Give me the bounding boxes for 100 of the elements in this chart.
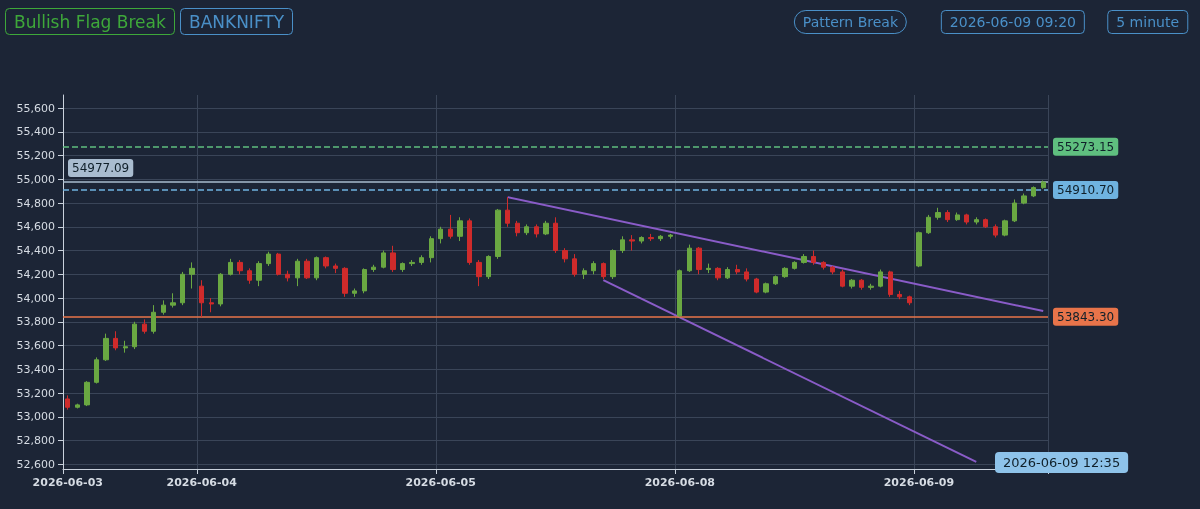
ref-line-label: 55273.15 <box>1057 139 1115 154</box>
candlestick <box>448 214 453 240</box>
candlestick <box>582 267 587 280</box>
candlestick <box>534 223 539 238</box>
candlestick <box>75 403 80 409</box>
candlestick <box>926 214 931 235</box>
candlestick <box>390 245 396 273</box>
candlestick <box>457 216 463 242</box>
candlestick <box>792 260 797 271</box>
candlestick <box>849 278 855 290</box>
candlestick <box>735 264 740 275</box>
candlestick <box>362 267 367 294</box>
candlestick <box>132 321 137 350</box>
candlestick <box>113 330 118 351</box>
candlestick <box>974 216 979 225</box>
candlestick <box>562 247 568 263</box>
candlestick <box>821 260 826 271</box>
candlestick <box>419 254 424 266</box>
candlestick <box>314 255 319 281</box>
candlestick <box>524 223 529 236</box>
candlestick <box>228 258 233 276</box>
y-tick-label: 53,000 <box>16 410 55 424</box>
candlestick <box>333 263 338 274</box>
candlestick <box>237 259 243 275</box>
candlestick <box>801 253 807 265</box>
y-tick-label: 53,200 <box>16 386 55 400</box>
candlestick <box>352 288 357 298</box>
candlestick <box>505 196 510 228</box>
ref-line-label: 54977.09 <box>72 161 130 176</box>
y-tick-label: 54,600 <box>16 220 55 234</box>
candlestick <box>409 259 415 267</box>
candlestick <box>916 231 922 268</box>
candlestick <box>295 258 300 287</box>
candlestick <box>668 233 673 240</box>
y-tick-label: 54,800 <box>16 196 55 210</box>
candlestick <box>868 283 874 291</box>
y-tick-label: 53,400 <box>16 362 55 376</box>
candlestick <box>1021 193 1027 205</box>
candlestick <box>687 244 692 273</box>
candlestick <box>285 270 290 282</box>
candlestick <box>123 340 128 354</box>
candlestick <box>323 255 329 269</box>
x-tick-label: 2026-06-09 <box>883 476 955 489</box>
ref-line-label: 53843.30 <box>1057 309 1115 324</box>
y-tick-label: 55,000 <box>16 172 55 186</box>
candlestick <box>993 223 998 238</box>
y-tick-label: 54,000 <box>16 291 55 305</box>
candlestick <box>218 272 223 307</box>
chart-title: Bullish Flag Break <box>14 11 166 32</box>
candlestick <box>170 292 176 309</box>
candlestick <box>572 253 577 278</box>
candlestick <box>543 220 549 236</box>
candlestick <box>591 260 596 275</box>
candlestick <box>715 266 721 281</box>
candlestick <box>601 261 606 280</box>
candlestick <box>620 235 625 254</box>
candlestick <box>964 213 969 225</box>
x-tick-label: 2026-06-03 <box>32 476 103 489</box>
y-tick-label: 52,800 <box>16 434 55 447</box>
candlestick <box>103 333 109 362</box>
candlestick <box>648 233 654 242</box>
y-tick-label: 53,600 <box>16 339 55 353</box>
candlestick <box>400 261 405 273</box>
text: 5 minute <box>1116 14 1179 30</box>
text: Pattern Break <box>802 14 899 30</box>
y-tick-label: 54,400 <box>16 244 55 258</box>
candlestick <box>677 269 682 318</box>
candlestick <box>629 234 635 252</box>
y-tick-label: 55,400 <box>16 125 55 139</box>
y-tick-label: 53,800 <box>16 315 55 329</box>
candlestick <box>199 279 204 318</box>
y-tick-label: 55,200 <box>16 149 55 163</box>
candlestick <box>888 270 893 298</box>
candlestick <box>142 318 147 335</box>
candlestick <box>495 208 501 260</box>
candlestick <box>610 248 616 280</box>
candlestick <box>907 295 912 306</box>
text: 2026-06-09 09:20 <box>949 14 1077 30</box>
candlestick <box>696 246 702 275</box>
y-tick-label: 54,200 <box>16 267 55 281</box>
candlestick <box>476 259 482 287</box>
candlestick <box>859 278 864 291</box>
candlestick <box>304 258 310 280</box>
candlestick <box>878 269 883 288</box>
candlestick <box>276 252 281 276</box>
candlestick <box>342 266 348 298</box>
candlestick <box>256 260 262 287</box>
candlestick <box>1031 185 1036 198</box>
candlestick <box>763 282 769 294</box>
candlestick <box>84 380 90 407</box>
candlestick <box>371 264 376 273</box>
candlestick <box>830 265 835 275</box>
candlestick <box>897 290 902 300</box>
candlestick <box>706 263 711 274</box>
x-tick-label: 2026-06-08 <box>644 476 716 489</box>
ref-line-label: 54910.70 <box>1057 182 1115 197</box>
candlestick <box>94 356 99 385</box>
candlestick <box>725 266 730 280</box>
y-tick-label: 55,600 <box>16 101 55 115</box>
candlestick <box>1002 219 1008 237</box>
